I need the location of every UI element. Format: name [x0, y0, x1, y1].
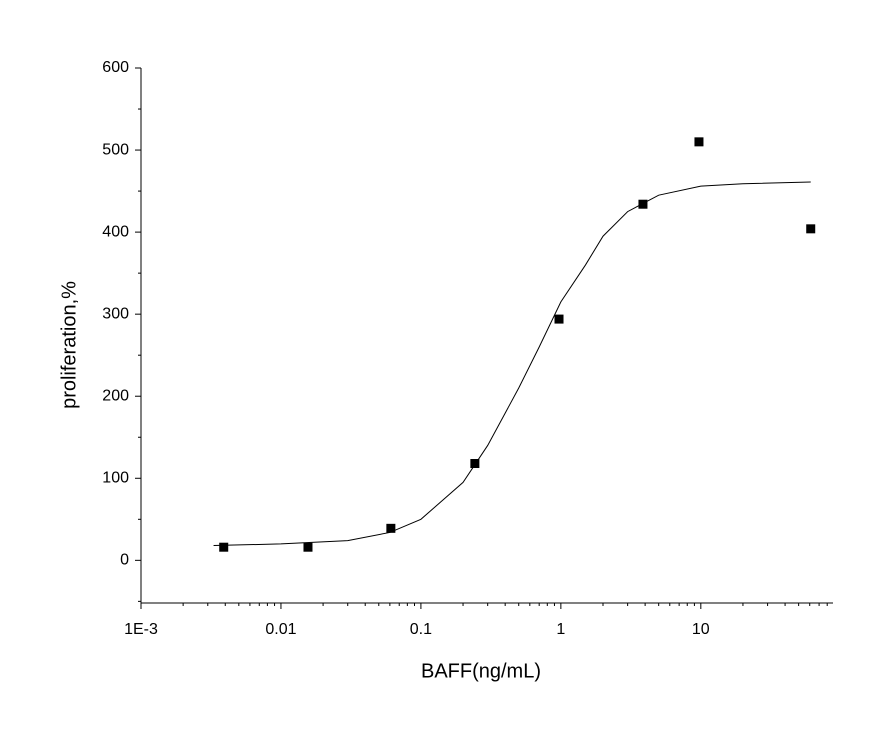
x-tick-label: 0.1: [410, 621, 432, 638]
x-tick-label: 1E-3: [124, 621, 158, 638]
data-point: [638, 199, 648, 209]
data-point: [386, 523, 396, 533]
data-point: [694, 137, 704, 147]
y-tick-label: 200: [102, 387, 129, 404]
x-tick-label: 0.01: [265, 621, 296, 638]
data-point: [219, 542, 229, 552]
y-tick-label: 300: [102, 305, 129, 322]
y-tick-label: 0: [120, 552, 129, 569]
data-point: [470, 459, 480, 469]
y-tick-label: 600: [102, 59, 129, 76]
x-tick-label: 10: [692, 621, 710, 638]
y-tick-label: 100: [102, 469, 129, 486]
x-axis-title: BAFF(ng/mL): [421, 660, 541, 682]
data-point: [303, 542, 313, 552]
data-point: [554, 314, 564, 324]
data-point: [806, 224, 816, 234]
y-axis-title: proliferation,%: [58, 281, 80, 409]
fit-curve: [213, 181, 811, 547]
x-tick-label: 1: [556, 621, 565, 638]
y-tick-label: 400: [102, 223, 129, 240]
y-tick-label: 500: [102, 141, 129, 158]
